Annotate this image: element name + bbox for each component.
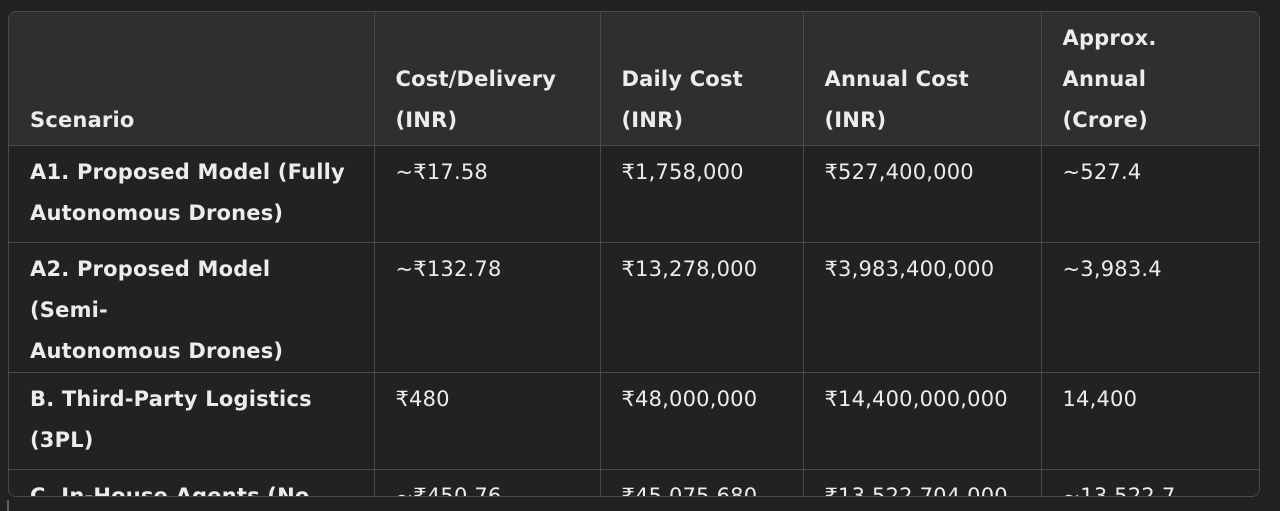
cell-cost-per-delivery: ~₹450.76	[374, 469, 601, 496]
cell-daily-cost: ₹48,000,000	[600, 372, 804, 470]
cell-scenario: B. Third-Party Logistics (3PL)	[9, 372, 375, 470]
cell-approx-annual-crore: 14,400	[1041, 372, 1259, 470]
table-row: C. In-House Agents (NoDrones) ~₹450.76 ₹…	[9, 469, 1259, 496]
cell-daily-cost: ₹45,075,680	[600, 469, 804, 496]
header-scenario: Scenario	[9, 12, 375, 146]
header-annual-cost: Annual Cost (INR)	[803, 12, 1042, 146]
table-body: A1. Proposed Model (Fully Autonomous Dron…	[9, 145, 1259, 496]
cell-approx-annual-crore: ~3,983.4	[1041, 242, 1259, 373]
cell-cost-per-delivery: ~₹132.78	[374, 242, 601, 373]
cell-annual-cost: ₹13,522,704,000	[803, 469, 1042, 496]
cell-annual-cost: ₹14,400,000,000	[803, 372, 1042, 470]
cell-scenario: C. In-House Agents (NoDrones)	[9, 469, 375, 496]
cell-approx-annual-crore: ~13,522.7	[1041, 469, 1259, 496]
cell-annual-cost: ₹527,400,000	[803, 145, 1042, 243]
cell-annual-cost: ₹3,983,400,000	[803, 242, 1042, 373]
header-daily-cost: Daily Cost (INR)	[600, 12, 804, 146]
table-row: A2. Proposed Model (Semi- Autonomous Dron…	[9, 242, 1259, 373]
table-row: A1. Proposed Model (Fully Autonomous Dron…	[9, 145, 1259, 243]
header-cost-per-delivery: Cost/Delivery (INR)	[374, 12, 601, 146]
cost-comparison-table: Scenario Cost/Delivery (INR) Daily Cost (I…	[9, 12, 1259, 496]
header-row: Scenario Cost/Delivery (INR) Daily Cost (I…	[9, 12, 1259, 146]
cell-approx-annual-crore: ~527.4	[1041, 145, 1259, 243]
scroll-indicator	[7, 500, 9, 511]
cell-daily-cost: ₹13,278,000	[600, 242, 804, 373]
comparison-table-container: Scenario Cost/Delivery (INR) Daily Cost (I…	[8, 11, 1260, 497]
cell-daily-cost: ₹1,758,000	[600, 145, 804, 243]
cell-scenario: A1. Proposed Model (Fully Autonomous Dron…	[9, 145, 375, 243]
table-header: Scenario Cost/Delivery (INR) Daily Cost (I…	[9, 12, 1259, 146]
cell-cost-per-delivery: ₹480	[374, 372, 601, 470]
header-approx-annual-crore: Approx. Annual (Crore)	[1041, 12, 1259, 146]
cell-scenario: A2. Proposed Model (Semi- Autonomous Dron…	[9, 242, 375, 373]
cell-cost-per-delivery: ~₹17.58	[374, 145, 601, 243]
table-row: B. Third-Party Logistics (3PL) ₹480 ₹48,0…	[9, 372, 1259, 470]
